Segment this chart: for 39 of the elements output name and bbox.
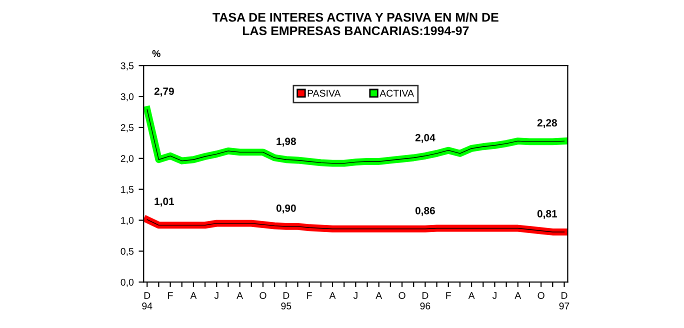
y-tick-label: 0,5: [120, 248, 134, 256]
data-label: 0,90: [276, 204, 296, 214]
x-tick-label: J: [353, 292, 358, 299]
y-tick-label: 2,5: [120, 124, 134, 132]
y-tick-label: 0,0: [120, 278, 134, 287]
y-tick-label: 1,5: [121, 186, 134, 194]
x-tick-label: O: [538, 292, 544, 299]
legend-label: PASIVA: [308, 90, 341, 97]
y-tick-label: 3,5: [120, 62, 134, 70]
data-label: 2,28: [537, 119, 557, 128]
x-tick-label: J: [214, 292, 218, 299]
x-tick-label: D 95: [281, 292, 292, 310]
x-tick-label: D 96: [420, 292, 430, 310]
x-tick-label: A: [329, 292, 336, 299]
data-label: 2,79: [154, 88, 174, 96]
x-tick-label: D 94: [142, 292, 152, 310]
x-tick-label: A: [468, 292, 475, 299]
x-tick-label: A: [514, 292, 522, 299]
data-label: 1,98: [276, 138, 296, 147]
x-tick-label: F: [168, 292, 173, 299]
y-tick-label: 3,0: [120, 93, 134, 102]
data-label: 1,01: [154, 198, 174, 207]
x-tick-label: F: [446, 292, 451, 299]
x-tick-label: O: [398, 292, 406, 299]
x-tick-label: F: [307, 292, 312, 299]
x-tick-label: O: [260, 292, 266, 299]
chart-title: TASA DE INTERES ACTIVA Y PASIVA EN M/N DE LAS EMPRESAS BANCARIAS:1994-97: [212, 12, 498, 36]
x-tick-label: A: [236, 292, 244, 299]
y-axis-title: %: [152, 50, 160, 58]
data-label: 0,86: [415, 206, 435, 216]
x-tick-label: A: [376, 292, 382, 299]
x-tick-label: J: [492, 292, 496, 299]
legend-label: ACTIVA: [380, 90, 414, 97]
x-tick-label: D 97: [559, 292, 570, 310]
y-tick-label: 1,0: [121, 216, 134, 225]
y-tick-label: 2,0: [120, 155, 134, 164]
data-label: 2,04: [415, 134, 436, 143]
x-tick-label: A: [190, 292, 197, 299]
data-label: 0,81: [537, 210, 558, 219]
